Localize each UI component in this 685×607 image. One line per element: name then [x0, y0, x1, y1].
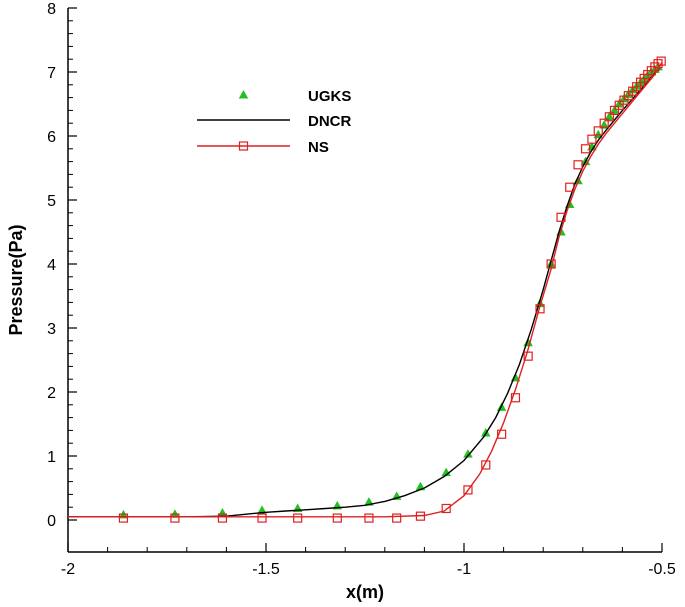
- x-tick-label: -1: [457, 561, 471, 578]
- ugks-point: [481, 427, 491, 437]
- y-tick-label: 8: [47, 1, 56, 18]
- legend-item-ugks: UGKS: [238, 88, 351, 105]
- axes: -2 -1.5 -1 -0.5 0 1 2 3 4 5 6 7 8: [47, 1, 676, 578]
- ns-point: [523, 351, 533, 361]
- x-axis-title: x(m): [346, 582, 384, 602]
- ns-point: [415, 511, 426, 521]
- legend-item-dncr: DNCR: [197, 113, 351, 130]
- ugks-point: [217, 507, 228, 517]
- ns-point: [463, 485, 473, 495]
- x-tick-label: -0.5: [648, 561, 676, 578]
- ns-point: [535, 304, 545, 314]
- legend-label-ugks: UGKS: [308, 88, 351, 105]
- ns-point: [217, 513, 228, 523]
- ns-point: [364, 513, 374, 523]
- series-ns: [68, 56, 666, 523]
- ns-point: [441, 503, 451, 514]
- ns-point: [656, 56, 666, 66]
- ns-point: [580, 144, 591, 154]
- y-tick-label: 0: [47, 513, 56, 530]
- ns-point: [497, 429, 507, 439]
- legend-marker-ns: [238, 141, 249, 151]
- legend-item-ns: NS: [197, 139, 329, 156]
- x-tick-label: -1.5: [252, 561, 280, 578]
- ugks-point: [441, 467, 451, 477]
- ns-point: [556, 212, 566, 222]
- legend: UGKS DNCR NS: [197, 88, 351, 156]
- ns-point: [510, 393, 521, 403]
- y-tick-label: 6: [47, 129, 56, 146]
- ns-point: [118, 513, 129, 523]
- legend-marker-ugks: [238, 90, 249, 99]
- y-axis-title: Pressure(Pa): [6, 224, 26, 335]
- ns-point: [614, 100, 624, 110]
- ns-point: [609, 105, 620, 116]
- y-tick-label: 2: [47, 385, 56, 402]
- series-line-ns: [68, 62, 663, 518]
- ns-point: [604, 112, 614, 122]
- ns-point: [587, 134, 597, 144]
- y-tick-label: 3: [47, 321, 56, 338]
- y-tick-label: 5: [47, 193, 56, 210]
- y-tick-label: 7: [47, 65, 56, 82]
- y-tick-label: 1: [47, 449, 56, 466]
- ns-point: [650, 62, 660, 72]
- ns-point: [481, 460, 491, 470]
- ns-point: [573, 160, 583, 170]
- series-line-dncr: [68, 66, 661, 518]
- ns-point: [332, 513, 342, 523]
- x-tick-label: -2: [61, 561, 75, 578]
- ns-point: [546, 259, 556, 269]
- ns-point: [593, 126, 603, 136]
- ns-point: [392, 513, 402, 523]
- ns-point: [293, 513, 303, 523]
- ugks-point: [609, 105, 620, 114]
- series-layer: [68, 56, 666, 523]
- y-tick-label: 4: [47, 257, 56, 274]
- ns-point: [170, 513, 180, 523]
- ugks-point: [614, 99, 624, 108]
- ns-point: [653, 59, 663, 69]
- ugks-point: [604, 111, 615, 121]
- legend-label-ns: NS: [308, 139, 329, 156]
- legend-label-dncr: DNCR: [308, 113, 351, 130]
- ns-point: [257, 513, 267, 523]
- series-dncr: [68, 66, 661, 518]
- ns-point: [565, 182, 575, 192]
- series-ugks: [118, 61, 663, 519]
- ns-point: [599, 118, 609, 128]
- ugks-point: [463, 449, 473, 458]
